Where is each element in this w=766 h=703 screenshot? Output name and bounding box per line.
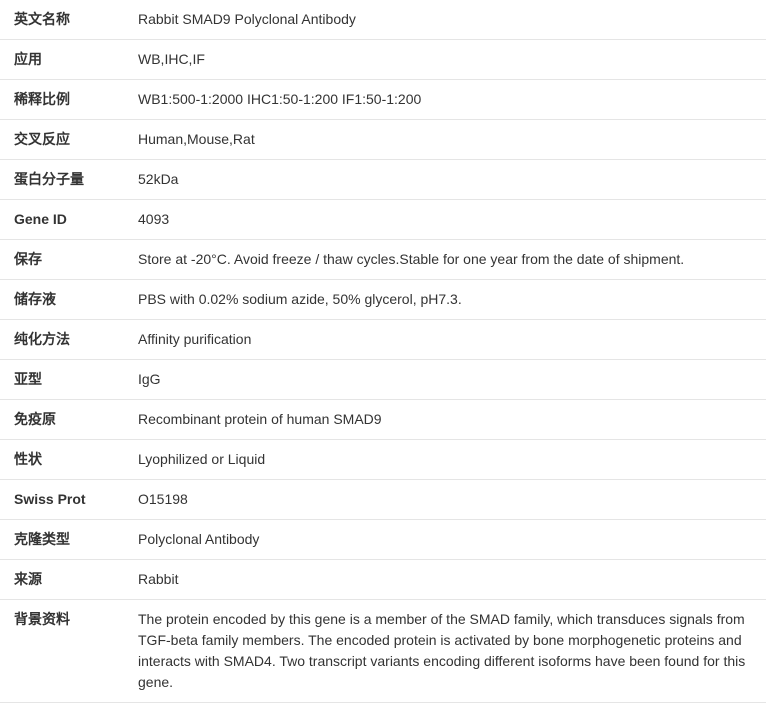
row-value: 4093 [138,209,756,230]
row-value: 52kDa [138,169,756,190]
table-row: 克隆类型 Polyclonal Antibody [0,520,766,560]
row-label: 稀释比例 [14,89,138,110]
table-row: 保存 Store at -20°C. Avoid freeze / thaw c… [0,240,766,280]
row-label: Swiss Prot [14,489,138,510]
table-row: 稀释比例 WB1:500-1:2000 IHC1:50-1:200 IF1:50… [0,80,766,120]
row-label: Gene ID [14,209,138,230]
table-row: 来源 Rabbit [0,560,766,600]
row-label: 免疫原 [14,409,138,430]
table-row: 性状 Lyophilized or Liquid [0,440,766,480]
row-label: 背景资料 [14,609,138,630]
table-row: 背景资料 The protein encoded by this gene is… [0,600,766,703]
row-value: WB1:500-1:2000 IHC1:50-1:200 IF1:50-1:20… [138,89,756,110]
row-value: Rabbit SMAD9 Polyclonal Antibody [138,9,756,30]
row-value: Polyclonal Antibody [138,529,756,550]
row-value: Rabbit [138,569,756,590]
row-value: IgG [138,369,756,390]
row-label: 储存液 [14,289,138,310]
row-value: Store at -20°C. Avoid freeze / thaw cycl… [138,249,756,270]
row-value: O15198 [138,489,756,510]
row-label: 亚型 [14,369,138,390]
row-label: 克隆类型 [14,529,138,550]
row-label: 英文名称 [14,9,138,30]
row-label: 来源 [14,569,138,590]
row-value: Recombinant protein of human SMAD9 [138,409,756,430]
table-row: Swiss Prot O15198 [0,480,766,520]
table-row: 亚型 IgG [0,360,766,400]
table-row: Gene ID 4093 [0,200,766,240]
table-row: 纯化方法 Affinity purification [0,320,766,360]
table-row: 免疫原 Recombinant protein of human SMAD9 [0,400,766,440]
table-row: 蛋白分子量 52kDa [0,160,766,200]
row-label: 应用 [14,49,138,70]
row-value: Lyophilized or Liquid [138,449,756,470]
row-label: 性状 [14,449,138,470]
row-label: 纯化方法 [14,329,138,350]
row-value: PBS with 0.02% sodium azide, 50% glycero… [138,289,756,310]
row-label: 交叉反应 [14,129,138,150]
row-value: WB,IHC,IF [138,49,756,70]
row-label: 保存 [14,249,138,270]
table-row: 应用 WB,IHC,IF [0,40,766,80]
spec-table: 英文名称 Rabbit SMAD9 Polyclonal Antibody 应用… [0,0,766,703]
row-value: Human,Mouse,Rat [138,129,756,150]
row-value: The protein encoded by this gene is a me… [138,609,756,693]
table-row: 英文名称 Rabbit SMAD9 Polyclonal Antibody [0,0,766,40]
row-label: 蛋白分子量 [14,169,138,190]
table-row: 储存液 PBS with 0.02% sodium azide, 50% gly… [0,280,766,320]
row-value: Affinity purification [138,329,756,350]
table-row: 交叉反应 Human,Mouse,Rat [0,120,766,160]
